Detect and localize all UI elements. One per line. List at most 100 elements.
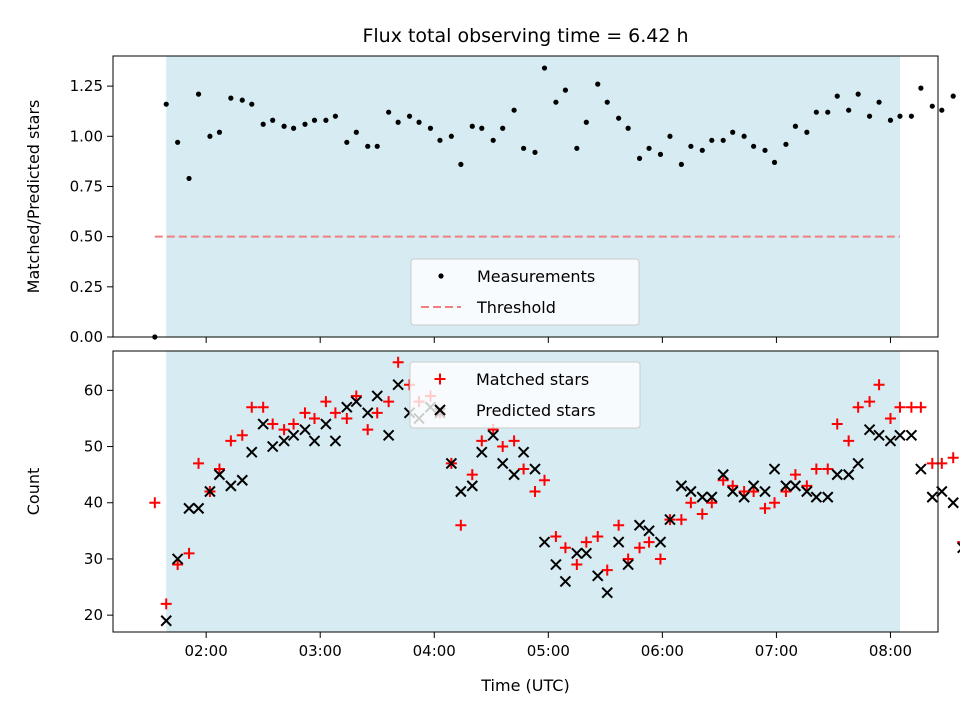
matched-star-point — [769, 497, 781, 509]
predicted-star-point — [612, 536, 625, 548]
measurement-point — [479, 125, 485, 131]
predicted-star-point — [445, 457, 458, 470]
legend-label: Measurements — [477, 267, 595, 286]
measurement-point — [918, 85, 924, 91]
predicted-star-point — [633, 519, 646, 531]
matched-star-point — [675, 514, 687, 526]
matched-star-point — [843, 435, 855, 447]
predicted-star-point — [822, 491, 834, 503]
measurement-point — [616, 115, 622, 121]
predicted-star-point — [308, 435, 321, 447]
measurement-point — [469, 123, 475, 129]
predicted-star-point — [278, 435, 290, 447]
predicted-star-point — [538, 536, 551, 548]
predicted-star-point — [592, 570, 604, 582]
measurement-point — [908, 113, 914, 119]
y-tick-label: 0.00 — [70, 328, 103, 346]
x-tick-label: 05:00 — [527, 642, 570, 660]
predicted-star-point — [675, 480, 688, 492]
measurement-point — [834, 93, 840, 99]
predicted-star-point — [341, 401, 353, 413]
y-tick-label: 50 — [84, 438, 103, 456]
predicted-star-point — [894, 429, 906, 442]
predicted-star-point — [559, 575, 572, 588]
measurement-point — [490, 137, 496, 143]
measurement-point — [688, 143, 694, 149]
measurement-point — [228, 95, 234, 101]
y-tick-label: 1.00 — [70, 127, 103, 145]
matched-star-point — [529, 486, 541, 497]
measurement-point — [720, 137, 726, 143]
measurement-point — [270, 117, 276, 123]
matched-star-point — [559, 542, 571, 554]
measurement-point — [427, 125, 434, 131]
predicted-star-point — [320, 418, 332, 430]
measurement-point — [186, 175, 192, 182]
predicted-star-point — [299, 423, 311, 436]
matched-star-point — [213, 463, 225, 475]
predicted-star-point — [329, 435, 342, 447]
predicted-star-point — [717, 468, 729, 481]
matched-star-point — [550, 530, 562, 542]
measurement-point — [804, 129, 810, 135]
matched-star-point — [864, 396, 876, 408]
y-axis-label: Matched/Predicted stars — [24, 100, 43, 294]
matched-star-point — [193, 457, 205, 469]
x-tick-label: 02:00 — [185, 642, 228, 660]
predicted-star-point — [789, 480, 802, 492]
predicted-star-point — [801, 485, 813, 498]
measurement-point — [175, 139, 181, 145]
measurement-point — [730, 129, 736, 135]
legend-label: Matched stars — [476, 370, 589, 389]
y-tick-label: 20 — [84, 606, 103, 624]
matched-star-point — [383, 396, 395, 408]
predicted-star-point — [759, 485, 771, 498]
y-tick-label: 0.25 — [70, 278, 103, 296]
predicted-star-point — [487, 429, 499, 442]
measurement-point — [595, 81, 601, 87]
matched-star-point — [149, 497, 161, 509]
predicted-star-point — [371, 390, 383, 402]
matched-star-point — [634, 542, 646, 554]
predicted-star-point — [957, 541, 960, 554]
x-tick-label: 07:00 — [755, 642, 798, 660]
matched-star-point — [371, 407, 383, 419]
measurement-point — [813, 109, 819, 115]
predicted-star-point — [926, 491, 939, 503]
predicted-star-point — [842, 468, 855, 481]
predicted-star-point — [571, 547, 583, 560]
measurement-point — [395, 119, 401, 125]
matched-star-point — [717, 474, 729, 486]
measurement-point — [195, 91, 202, 97]
predicted-star-point — [685, 485, 697, 498]
measurement-point — [887, 117, 894, 123]
y-tick-label: 60 — [84, 381, 103, 399]
measurement-point — [207, 133, 213, 139]
measurement-point — [163, 101, 169, 107]
matched-star-point — [172, 559, 184, 571]
measurement-point — [866, 113, 873, 119]
matched-star-point — [362, 424, 374, 436]
legend — [410, 258, 640, 326]
matched-star-point — [278, 424, 290, 436]
matched-star-point — [748, 486, 760, 497]
matched-star-point — [685, 497, 697, 509]
measurement-point — [855, 91, 861, 97]
predicted-star-point — [455, 485, 467, 498]
matched-star-point — [894, 401, 906, 413]
measurement-point — [825, 109, 831, 115]
measurement-point — [216, 129, 223, 135]
measurement-point — [562, 87, 569, 93]
predicted-star-point — [236, 474, 248, 486]
measurement-point — [741, 133, 747, 139]
x-tick-label: 04:00 — [413, 642, 456, 660]
measurement-point — [897, 113, 903, 119]
matched-star-point — [601, 564, 613, 576]
measurement-point — [532, 149, 538, 155]
x-tick-label: 06:00 — [641, 642, 684, 660]
measurement-point — [249, 101, 255, 107]
matched-star-point — [727, 480, 739, 492]
chart-title: Flux total observing time = 6.42 h — [362, 25, 688, 47]
measurement-point — [281, 123, 287, 129]
matched-star-point — [329, 407, 341, 419]
